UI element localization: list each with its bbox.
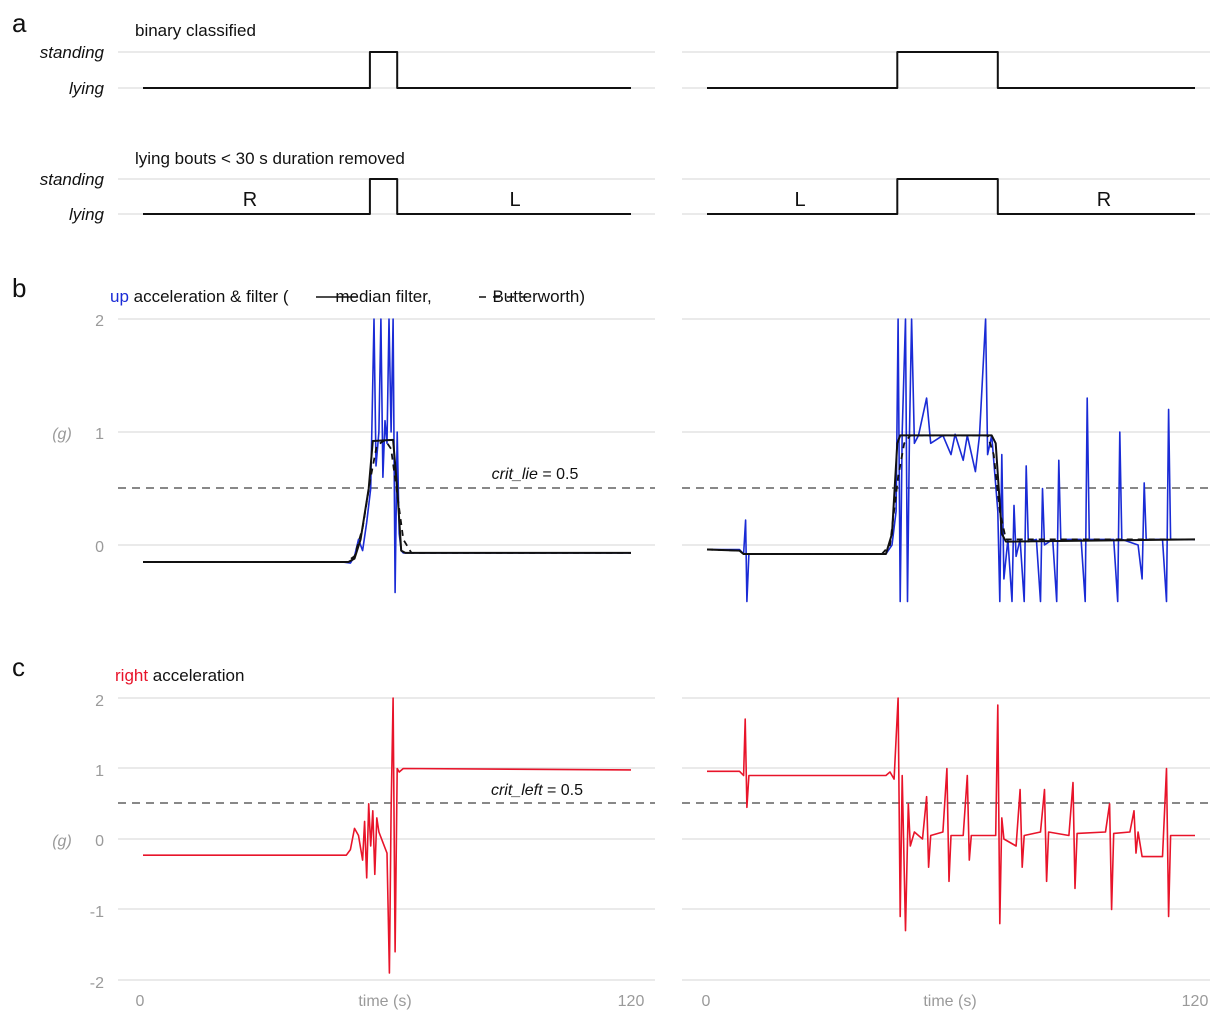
raw-signal-line-c-right: [707, 697, 1195, 932]
median-filter-line-b-left: [143, 438, 631, 563]
raw-signal-line-b-right: [707, 318, 1195, 603]
x-tick-right-120: 120: [1182, 993, 1209, 1010]
panel-b-butter-label: Butterworth): [488, 287, 585, 306]
c-ylabel: (g): [52, 833, 72, 850]
panel-letter-b: b: [12, 273, 26, 303]
x-tick-left-0: 0: [136, 993, 145, 1010]
panel-b-gridlines: [118, 318, 1210, 546]
panel-c-title-rest: acceleration: [148, 666, 244, 685]
segment-label-right-1: L: [794, 189, 805, 211]
b-ylabel: (g): [52, 426, 72, 443]
panel-b-title: up acceleration & filter ( median filter…: [110, 287, 585, 306]
segment-label-left-2: L: [509, 189, 520, 211]
panel-c-title-right: right: [115, 666, 148, 685]
binary-state-line-a-bottom-right: [707, 178, 1195, 215]
panel-a-title-2: lying bouts < 30 s duration removed: [135, 149, 405, 168]
panel-b-title-rest: acceleration & filter (: [129, 287, 289, 306]
plot-c-left: [143, 697, 632, 974]
ylabel-standing-top: standing: [40, 43, 105, 62]
plot-a-top-left: [143, 51, 631, 89]
panel-b: b up acceleration & filter ( median filt…: [12, 273, 1210, 603]
raw-signal-line-c-left: [143, 697, 632, 974]
c-ytick-1: 1: [95, 763, 104, 780]
crit-left-name: crit_left: [491, 782, 543, 799]
x-label-right: time (s): [923, 993, 976, 1010]
binary-state-line-a-top-left: [143, 51, 631, 89]
binary-state-line-a-bottom-left: [143, 178, 631, 215]
crit-lie-value: = 0.5: [538, 466, 579, 483]
x-tick-right-0: 0: [702, 993, 711, 1010]
raw-signal-line-b-left: [143, 318, 631, 594]
x-tick-left-120: 120: [618, 993, 645, 1010]
crit-lie-name: crit_lie: [492, 466, 538, 483]
b-ytick-1: 1: [95, 426, 104, 443]
crit-left-value: = 0.5: [543, 782, 584, 799]
panel-a-title-1: binary classified: [135, 21, 256, 40]
c-ytick-0: 0: [95, 833, 104, 850]
plot-a-bottom-right: [707, 178, 1195, 215]
panel-a-gridlines: [118, 51, 1210, 215]
butterworth-filter-line-b-left: [143, 438, 631, 563]
x-axis: 0 time (s) 120 0 time (s) 120: [136, 993, 1209, 1010]
b-ytick-2: 2: [95, 313, 104, 330]
binary-state-line-a-top-right: [707, 51, 1195, 89]
c-ytick-neg1: -1: [90, 904, 104, 921]
plot-c-right: [707, 697, 1195, 932]
b-ytick-0: 0: [95, 539, 104, 556]
panel-letter-c: c: [12, 652, 25, 682]
segment-label-right-2: R: [1097, 189, 1111, 211]
plot-b-left: [143, 318, 631, 594]
x-label-left: time (s): [358, 993, 411, 1010]
c-ytick-neg2: -2: [90, 975, 104, 992]
plot-a-bottom-left: [143, 178, 631, 215]
panel-c-title: right acceleration: [115, 666, 244, 685]
ylabel-lying-bottom: lying: [69, 205, 105, 224]
panel-c-gridlines: [118, 697, 1210, 981]
panel-b-title-up: up: [110, 287, 129, 306]
plot-a-top-right: [707, 51, 1195, 89]
panel-letter-a: a: [12, 8, 27, 38]
panel-c: c right acceleration 2 1 0 -1 -2 (g) cri…: [12, 652, 1210, 992]
ylabel-lying-top: lying: [69, 79, 105, 98]
c-ytick-2: 2: [95, 693, 104, 710]
panel-b-median-label: median filter,: [331, 287, 432, 306]
panel-a: a binary classified lying bouts < 30 s d…: [12, 8, 1210, 224]
crit-left-annotation: crit_left = 0.5: [491, 782, 583, 799]
plot-b-right: [706, 318, 1196, 603]
butterworth-filter-line-b-right: [706, 434, 1195, 555]
crit-lie-annotation: crit_lie = 0.5: [492, 466, 579, 483]
segment-label-left-1: R: [243, 189, 257, 211]
ylabel-standing-bottom: standing: [40, 170, 105, 189]
